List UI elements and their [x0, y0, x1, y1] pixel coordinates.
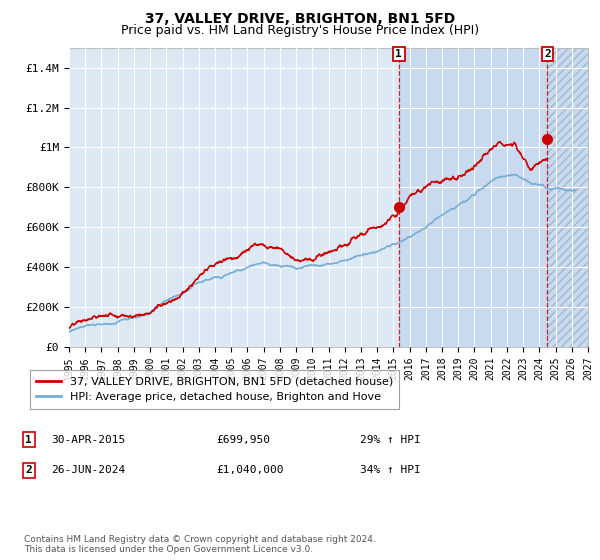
Text: 30-APR-2015: 30-APR-2015	[51, 435, 125, 445]
Bar	[547, 48, 588, 347]
Text: 34% ↑ HPI: 34% ↑ HPI	[360, 465, 421, 475]
Text: £699,950: £699,950	[216, 435, 270, 445]
Text: 29% ↑ HPI: 29% ↑ HPI	[360, 435, 421, 445]
Text: 26-JUN-2024: 26-JUN-2024	[51, 465, 125, 475]
Text: 37, VALLEY DRIVE, BRIGHTON, BN1 5FD: 37, VALLEY DRIVE, BRIGHTON, BN1 5FD	[145, 12, 455, 26]
Text: 1: 1	[25, 435, 32, 445]
Bar	[399, 48, 588, 347]
Text: 1: 1	[395, 49, 402, 59]
Text: Price paid vs. HM Land Registry's House Price Index (HPI): Price paid vs. HM Land Registry's House …	[121, 24, 479, 37]
Text: £1,040,000: £1,040,000	[216, 465, 284, 475]
Text: Contains HM Land Registry data © Crown copyright and database right 2024.
This d: Contains HM Land Registry data © Crown c…	[24, 535, 376, 554]
Text: 2: 2	[544, 49, 551, 59]
Legend: 37, VALLEY DRIVE, BRIGHTON, BN1 5FD (detached house), HPI: Average price, detach: 37, VALLEY DRIVE, BRIGHTON, BN1 5FD (det…	[29, 370, 400, 409]
Text: 2: 2	[25, 465, 32, 475]
